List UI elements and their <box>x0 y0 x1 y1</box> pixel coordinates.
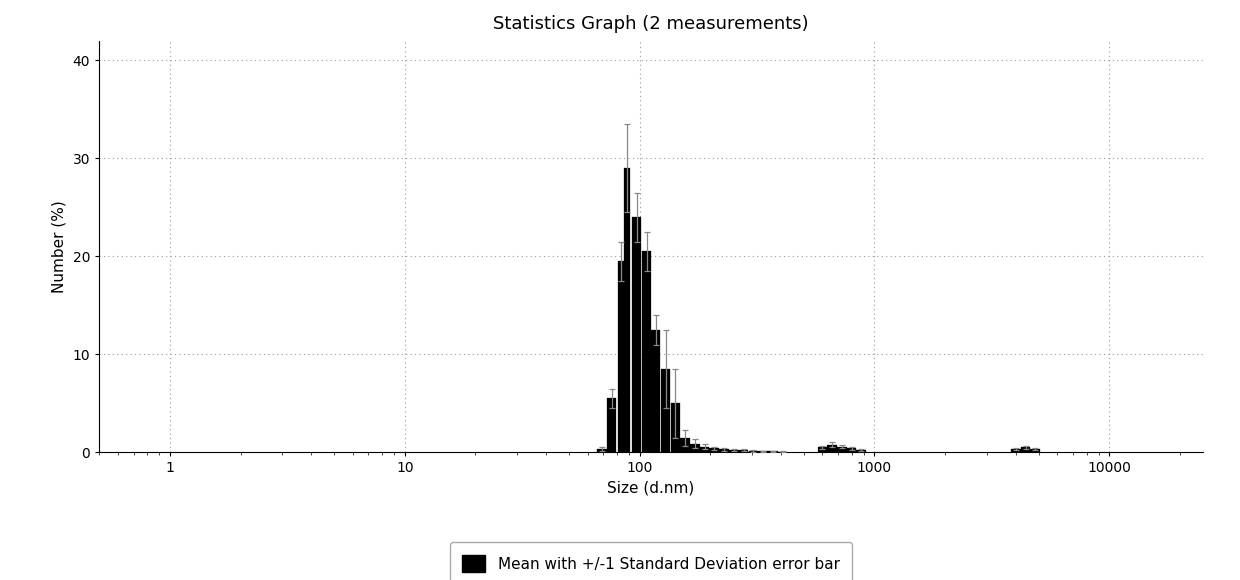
Bar <box>768 451 777 452</box>
Bar <box>739 451 749 452</box>
Bar <box>719 450 729 452</box>
Bar <box>1021 448 1030 452</box>
Bar <box>1011 450 1021 452</box>
Bar <box>661 369 671 452</box>
Bar <box>651 330 660 452</box>
Title: Statistics Graph (2 measurements): Statistics Graph (2 measurements) <box>494 16 808 34</box>
Bar <box>1030 450 1040 452</box>
Bar <box>827 444 837 452</box>
Bar <box>709 448 719 452</box>
Bar <box>631 217 641 452</box>
Bar <box>596 450 606 452</box>
Bar <box>729 450 739 452</box>
Bar <box>837 447 847 452</box>
Bar <box>857 451 867 452</box>
Bar <box>681 438 689 452</box>
Y-axis label: Number (%): Number (%) <box>52 200 67 293</box>
Bar <box>691 444 699 452</box>
Bar <box>758 451 768 452</box>
Bar <box>618 261 624 452</box>
Bar <box>624 168 630 452</box>
Bar <box>847 448 857 452</box>
X-axis label: Size (d.nm): Size (d.nm) <box>608 481 694 496</box>
Bar <box>608 398 616 452</box>
Legend: Mean with +/-1 Standard Deviation error bar: Mean with +/-1 Standard Deviation error … <box>450 542 852 580</box>
Bar <box>642 251 651 452</box>
Bar <box>749 451 758 452</box>
Bar <box>699 447 709 452</box>
Bar <box>817 448 827 452</box>
Bar <box>671 403 681 452</box>
